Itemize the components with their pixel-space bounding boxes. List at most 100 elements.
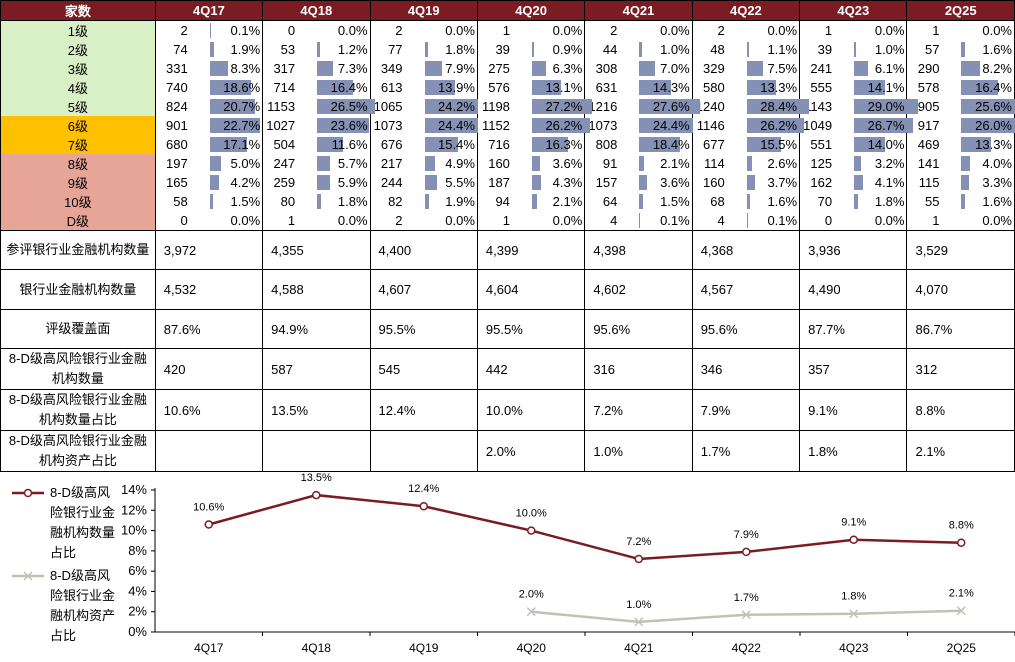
summary-value: 2.1% — [906, 430, 1015, 472]
data-bar-cell: 0.0% — [317, 211, 369, 230]
data-bar — [209, 156, 221, 171]
data-bar-cell: 3.6% — [639, 173, 691, 192]
level-label: 4级 — [0, 78, 156, 97]
data-bar — [209, 118, 260, 133]
level-label: 10级 — [0, 192, 156, 211]
data-bar — [854, 99, 918, 114]
level-percent: 26.2% — [760, 118, 798, 133]
data-bar-cell: 8.2% — [961, 59, 1014, 78]
data-bar — [424, 137, 459, 152]
summary-value: 4,567 — [691, 269, 801, 310]
level-count: 290 — [917, 61, 940, 76]
level-cell: 677 15.5% — [691, 135, 801, 154]
level-cell: 157 3.6% — [584, 173, 693, 192]
level-count: 1146 — [696, 118, 725, 133]
level-count: 160 — [703, 175, 725, 190]
summary-label: 参评银行业金融机构数量 — [0, 230, 156, 270]
level-cell: 244 5.5% — [369, 173, 478, 192]
data-bar-cell: 8.3% — [209, 59, 262, 78]
data-bar — [639, 80, 671, 95]
data-bar — [424, 80, 456, 95]
data-bar — [961, 61, 980, 76]
level-cell: 1 0.0% — [906, 20, 1015, 40]
level-percent: 16.4% — [330, 80, 368, 95]
level-percent: 0.0% — [874, 23, 905, 38]
level-row: 5级 824 20.7% 1153 26.5% 1065 24.2% 1198 27.2% 121… — [0, 97, 1015, 116]
level-percent: 3.3% — [982, 175, 1012, 190]
level-cell: 714 16.4% — [262, 78, 371, 97]
data-bar-cell: 3.6% — [531, 154, 584, 173]
level-cell: 259 5.9% — [262, 173, 371, 192]
data-bar-cell: 0.0% — [317, 21, 369, 40]
level-percent: 1.8% — [337, 194, 368, 209]
data-bar — [531, 137, 568, 152]
level-cell: 162 4.1% — [799, 173, 908, 192]
data-label: 2.1% — [949, 588, 974, 600]
data-bar — [746, 80, 776, 95]
y-tick-label: 4% — [128, 583, 147, 598]
summary-value: 4,602 — [584, 269, 693, 310]
level-count: 68 — [710, 194, 725, 209]
level-percent: 2.6% — [767, 156, 798, 171]
data-bar — [424, 175, 437, 190]
data-bar-cell: 7.5% — [746, 59, 799, 78]
level-cell: 141 4.0% — [906, 154, 1015, 173]
level-row: 7级 680 17.1% 504 11.6% 676 15.4% 716 16.3% 808 18.… — [0, 135, 1015, 154]
legend-label: 融机构资产 — [50, 608, 115, 623]
legend-marker — [23, 488, 33, 498]
data-bar-cell: 0.0% — [425, 211, 477, 230]
level-label: 8级 — [0, 154, 156, 173]
level-percent: 1.8% — [445, 42, 475, 57]
level-cell: 2 0.1% — [154, 20, 264, 40]
data-bar-cell: 1.8% — [854, 192, 906, 211]
summary-value: 9.1% — [799, 389, 908, 431]
level-count: 244 — [380, 175, 403, 190]
level-count: 677 — [703, 137, 725, 152]
corner-cell: 家数 — [0, 0, 156, 21]
level-count: 329 — [703, 61, 725, 76]
level-percent: 1.9% — [445, 194, 475, 209]
level-count: 1153 — [267, 99, 296, 114]
level-percent: 5.7% — [337, 156, 368, 171]
level-percent: 0.0% — [874, 213, 905, 228]
level-cell: 77 1.8% — [369, 40, 478, 59]
data-label: 1.7% — [734, 592, 759, 604]
level-cell: 1 0.0% — [476, 20, 586, 40]
level-percent: 7.9% — [445, 61, 475, 76]
series-line — [208, 493, 962, 561]
legend-label: 融机构数量 — [50, 525, 115, 540]
summary-label: 银行业金融机构数量 — [0, 269, 156, 310]
data-bar-cell: 1.8% — [424, 40, 477, 59]
data-bar — [639, 42, 642, 57]
level-count: 317 — [273, 61, 296, 76]
data-bar — [854, 137, 885, 152]
summary-value: 4,532 — [154, 269, 264, 310]
summary-value: 13.5% — [262, 389, 371, 431]
data-bar — [746, 175, 755, 190]
data-bar-cell: 29.0% — [854, 97, 918, 116]
level-count: 504 — [273, 137, 296, 152]
level-label: D级 — [0, 211, 156, 231]
summary-label: 8-D级高风险银行业金融机构资产占比 — [0, 430, 156, 472]
summary-value: 10.6% — [154, 389, 264, 431]
level-count: 580 — [703, 80, 725, 95]
data-bar — [746, 61, 764, 76]
level-cell: 680 17.1% — [154, 135, 264, 154]
level-cell: 740 18.6% — [154, 78, 264, 97]
data-bar-cell: 4.0% — [961, 154, 1014, 173]
data-bar — [961, 156, 971, 171]
level-count: 115 — [918, 175, 940, 190]
summary-row: 8-D级高风险银行业金融机构资产占比 2.0% 1.0% 1.7% 1.8% 2.1% — [0, 430, 1015, 472]
data-point — [741, 610, 751, 620]
summary-value: 420 — [154, 348, 264, 390]
level-cell: 580 13.3% — [691, 78, 801, 97]
x-tick-label: 4Q17 — [194, 641, 224, 655]
level-percent: 22.7% — [223, 118, 261, 133]
level-count: 217 — [380, 156, 403, 171]
x-tick-label: 4Q18 — [302, 641, 332, 655]
summary-value: 357 — [799, 348, 908, 390]
level-count: 48 — [710, 42, 725, 57]
series-line — [531, 609, 962, 624]
level-cell: 80 1.8% — [262, 192, 371, 211]
data-label: 12.4% — [408, 483, 439, 495]
